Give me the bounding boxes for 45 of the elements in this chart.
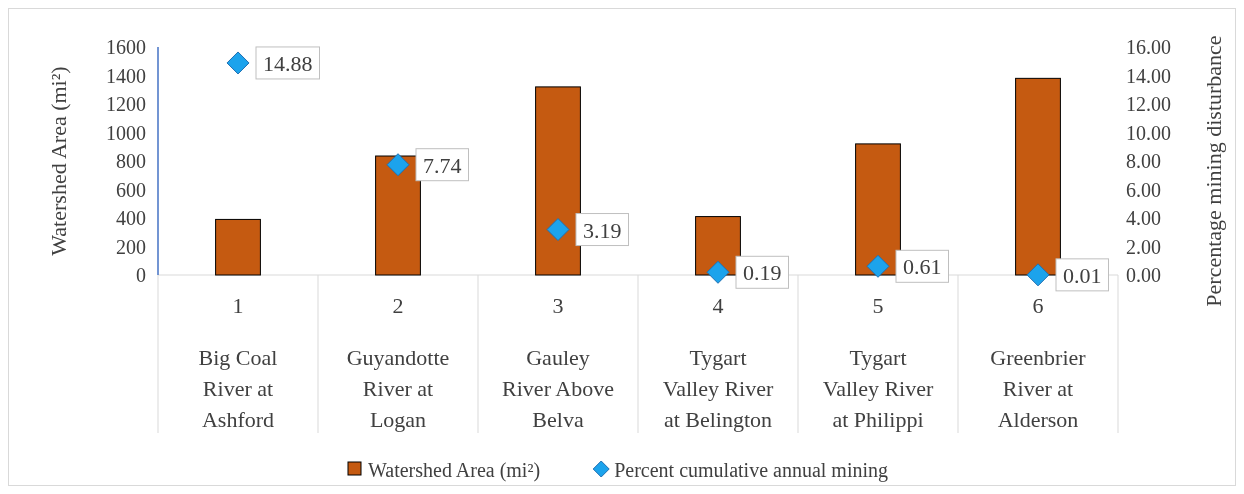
category-label: 6 Greenbrier River at Alderson bbox=[990, 293, 1086, 432]
y2-tick-label: 0.00 bbox=[1126, 264, 1161, 286]
y2-tick-label: 14.00 bbox=[1126, 64, 1171, 87]
y2-tick-label: 12.00 bbox=[1126, 93, 1171, 115]
point bbox=[226, 51, 250, 75]
bar bbox=[855, 143, 901, 276]
y2-tick-label: 10.00 bbox=[1126, 121, 1171, 144]
data-label: 14.88 bbox=[263, 50, 313, 76]
y-tick-label: 200 bbox=[116, 235, 146, 258]
category-label: 2 Guyandotte River at Logan bbox=[346, 293, 450, 432]
category-label: 5 Tygart Valley River at Philippi bbox=[822, 293, 934, 432]
y-tick-label: 1200 bbox=[106, 93, 146, 115]
legend-label: Percent cumulative annual mining bbox=[614, 459, 888, 482]
y-tick-label: 400 bbox=[116, 207, 146, 229]
point bbox=[386, 153, 410, 177]
data-label: 0.19 bbox=[743, 260, 782, 286]
y-tick-label: 0 bbox=[136, 264, 146, 286]
bar bbox=[1015, 77, 1061, 276]
legend-label: Watershed Area (mi²) bbox=[368, 459, 541, 482]
bar bbox=[215, 218, 261, 276]
y2-tick-label: 16.00 bbox=[1126, 36, 1171, 58]
bar bbox=[375, 155, 421, 276]
y2-tick-label: 2.00 bbox=[1126, 235, 1161, 258]
y-tick-label: 1600 bbox=[106, 36, 146, 58]
y2-tick-label: 6.00 bbox=[1126, 178, 1161, 201]
data-label: 0.01 bbox=[1063, 262, 1102, 288]
point bbox=[1026, 263, 1050, 287]
y-tick-label: 800 bbox=[116, 150, 146, 172]
point bbox=[866, 254, 890, 278]
point bbox=[706, 260, 730, 284]
data-label: 7.74 bbox=[423, 152, 462, 178]
category-label: 3 Gauley River Above Belva bbox=[502, 293, 614, 432]
category-label: 1 Big Coal River at Ashford bbox=[198, 293, 278, 432]
y-tick-label: 1400 bbox=[106, 64, 146, 87]
y2-tick-label: 8.00 bbox=[1126, 150, 1161, 172]
category-label: 4 Tygart Valley River at Belington bbox=[662, 293, 774, 432]
y-tick-label: 1000 bbox=[106, 121, 146, 144]
bar bbox=[535, 86, 581, 276]
data-label: 3.19 bbox=[583, 217, 622, 243]
y2-tick-label: 4.00 bbox=[1126, 207, 1161, 229]
data-label: 0.61 bbox=[903, 254, 942, 280]
y2-axis-title: Percentage mining disturbance bbox=[1201, 35, 1226, 307]
point bbox=[546, 218, 570, 242]
y-axis-title: Watershed Area (mi²) bbox=[46, 66, 71, 256]
y-tick-label: 600 bbox=[116, 178, 146, 201]
